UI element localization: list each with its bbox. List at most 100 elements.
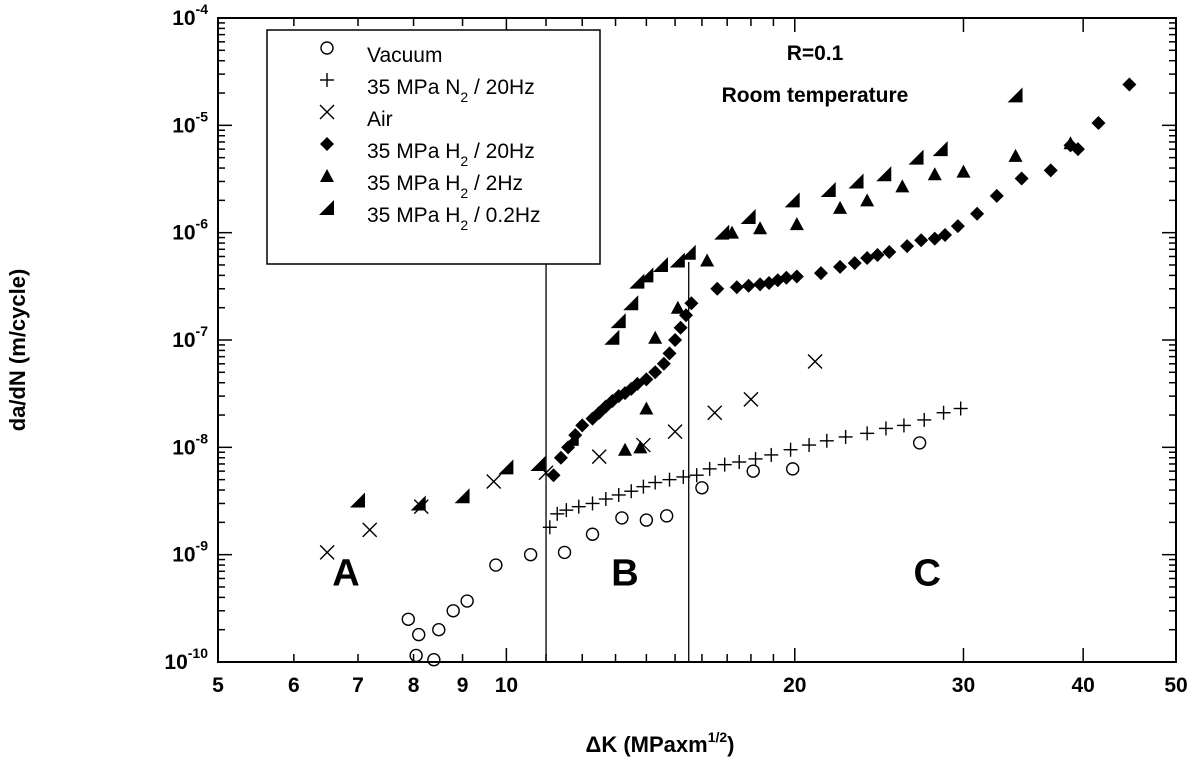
legend-label: 35 MPa H2 / 0.2Hz <box>367 204 541 233</box>
data-point <box>615 511 629 525</box>
data-point <box>670 300 685 314</box>
data-point <box>611 487 626 502</box>
data-point <box>847 256 862 271</box>
data-point <box>833 200 848 214</box>
x-tick-label: 20 <box>783 674 806 697</box>
data-point <box>746 464 760 478</box>
data-point <box>598 492 613 507</box>
data-point <box>432 622 446 637</box>
data-point <box>409 648 423 663</box>
y-tick-label-base: 10 <box>172 7 195 30</box>
data-point <box>729 280 744 295</box>
data-point <box>936 405 951 420</box>
y-tick-label-base: 10 <box>164 651 187 674</box>
label-layer: R=0.1 Room temperature da/dN (m/cycle) Δ… <box>5 42 941 757</box>
data-point <box>319 544 335 560</box>
x-tick-label: 5 <box>212 674 224 697</box>
tick-layer: 10-410-510-610-710-810-910-105 6 7 8 9 10 20 30… <box>164 1 1187 697</box>
data-point <box>896 418 911 433</box>
legend-marker <box>320 41 334 55</box>
data-point <box>908 149 924 165</box>
y-tick-label-base: 10 <box>172 329 195 352</box>
y-tick-label-exp: -6 <box>196 216 209 232</box>
legend-label: Air <box>367 108 393 131</box>
y-tick-label-exp: -8 <box>196 430 209 446</box>
data-point <box>1091 116 1106 131</box>
data-layer <box>319 77 1137 667</box>
legend-label-text: Air <box>367 108 393 131</box>
data-point <box>668 333 683 347</box>
data-point <box>970 206 985 221</box>
y-axis-title: da/dN (m/cycle) <box>5 269 30 432</box>
data-point <box>753 221 768 235</box>
data-point <box>1122 77 1137 92</box>
data-point <box>876 166 892 182</box>
y-tick-label-exp: -7 <box>196 323 209 339</box>
data-point <box>950 219 965 234</box>
data-point <box>673 320 688 335</box>
x-tick-label: 30 <box>952 674 975 697</box>
data-point <box>550 506 565 521</box>
data-point <box>927 167 942 181</box>
legend-label-rest: / 0.2Hz <box>468 204 540 227</box>
data-point <box>669 252 685 268</box>
data-point <box>559 503 574 518</box>
data-point <box>785 462 800 476</box>
data-point <box>553 450 568 465</box>
y-tick-label: 10-4 <box>172 1 208 30</box>
x-tick-label: 6 <box>288 674 300 697</box>
data-point <box>662 472 677 487</box>
data-point <box>639 513 654 527</box>
data-point <box>1014 171 1029 186</box>
y-tick-label: 10-7 <box>172 323 208 352</box>
data-point <box>860 193 875 207</box>
data-point <box>401 612 416 626</box>
region-label: A <box>332 552 359 594</box>
data-point <box>900 239 915 254</box>
series-5 <box>349 87 1023 511</box>
data-point <box>702 461 717 476</box>
data-point <box>732 455 747 470</box>
y-tick-label-exp: -10 <box>188 645 208 661</box>
region-boundary-layer <box>545 262 690 662</box>
annotation-temperature: Room temperature <box>722 84 909 107</box>
data-point <box>676 469 691 484</box>
data-point <box>530 455 546 471</box>
data-point <box>748 451 763 466</box>
legend-marker <box>320 169 334 182</box>
data-point <box>753 277 768 292</box>
data-point <box>638 267 654 283</box>
data-point <box>667 424 683 440</box>
y-tick-label: 10-9 <box>172 538 208 567</box>
data-point <box>362 522 378 538</box>
data-point <box>860 426 875 441</box>
data-point <box>618 442 633 456</box>
x-axis-title-close: ) <box>727 732 734 757</box>
series-2 <box>319 354 823 560</box>
data-point <box>629 273 645 289</box>
data-point <box>656 356 671 371</box>
series-4 <box>618 136 1078 456</box>
data-point <box>938 228 953 243</box>
data-point <box>563 430 579 446</box>
x-axis-title: ΔK (MPaxm1/2) <box>586 729 735 757</box>
data-point <box>585 496 600 511</box>
data-point <box>932 141 948 157</box>
data-point <box>870 247 885 262</box>
data-point <box>912 436 927 450</box>
data-point <box>648 330 663 344</box>
x-tick-label: 40 <box>1071 674 1094 697</box>
y-tick-label-base: 10 <box>172 222 195 245</box>
data-point <box>662 346 677 361</box>
data-point <box>710 281 725 296</box>
legend-label: Vacuum <box>367 44 442 67</box>
data-point <box>412 627 426 642</box>
region-label: C <box>914 552 941 594</box>
series-1 <box>542 401 968 535</box>
data-point <box>557 545 572 560</box>
data-point <box>460 594 474 608</box>
y-tick-label: 10-6 <box>172 216 208 245</box>
y-tick-label: 10-10 <box>164 645 208 674</box>
